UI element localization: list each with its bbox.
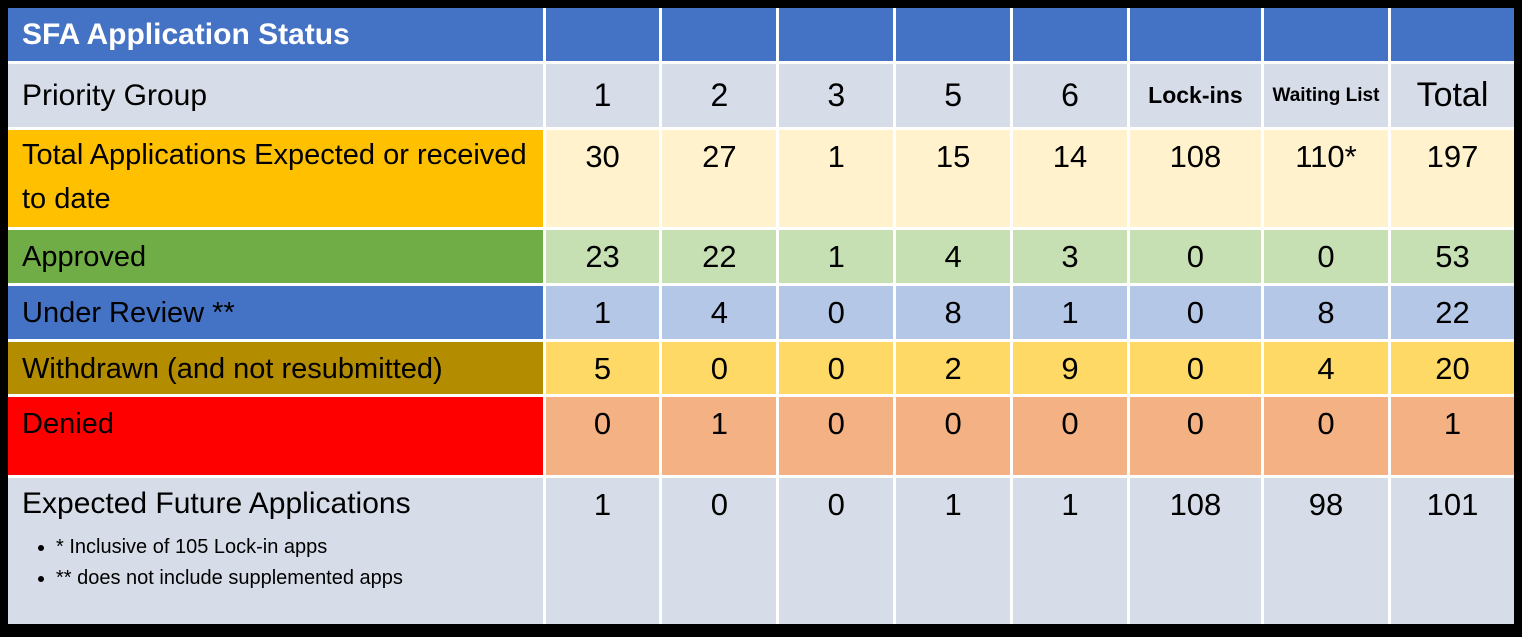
value-cell: 1 — [896, 478, 1011, 624]
value-cell: 5 — [545, 342, 660, 394]
column-header-6: 6 — [1013, 64, 1127, 127]
value-cell: 3 — [1013, 230, 1127, 283]
value-cell: 1 — [545, 286, 660, 339]
value-cell: 0 — [779, 397, 894, 475]
value-cell: 22 — [1391, 286, 1514, 339]
header-spacer-cell — [1391, 8, 1514, 61]
header-spacer-cell — [1013, 8, 1127, 61]
table-title: SFA Application Status — [8, 8, 543, 61]
value-cell: 1 — [1013, 478, 1127, 624]
header-spacer-cell — [545, 8, 660, 61]
expected-future-title: Expected Future Applications — [22, 487, 411, 520]
value-cell: 108 — [1129, 130, 1261, 227]
row-label-withdrawn: Withdrawn (and not resubmitted) — [8, 342, 543, 394]
value-cell: 110* — [1263, 130, 1389, 227]
value-cell: 1 — [1391, 397, 1514, 475]
column-header-2: 2 — [662, 64, 777, 127]
value-cell: 0 — [779, 342, 894, 394]
header-spacer-cell — [662, 8, 777, 61]
value-cell: 4 — [1263, 342, 1389, 394]
row-label-total-applications: Total Applications Expected or received … — [8, 130, 543, 227]
value-cell: 2 — [896, 342, 1011, 394]
value-cell: 23 — [545, 230, 660, 283]
value-cell: 0 — [779, 286, 894, 339]
priority-group-label: Priority Group — [8, 64, 543, 127]
value-cell: 22 — [662, 230, 777, 283]
sfa-application-status-table: SFA Application Status Priority Group 1 … — [8, 8, 1514, 624]
value-cell: 30 — [545, 130, 660, 227]
value-cell: 0 — [662, 342, 777, 394]
value-cell: 15 — [896, 130, 1011, 227]
footnote-list: * Inclusive of 105 Lock-in apps ** does … — [22, 532, 533, 594]
value-cell: 98 — [1263, 478, 1389, 624]
row-label-expected-future: Expected Future Applications * Inclusive… — [8, 478, 543, 624]
value-cell: 1 — [779, 130, 894, 227]
header-spacer-cell — [779, 8, 894, 61]
header-spacer-cell — [1129, 8, 1261, 61]
value-cell: 0 — [662, 478, 777, 624]
value-cell: 0 — [896, 397, 1011, 475]
column-header-lock-ins: Lock-ins — [1129, 64, 1261, 127]
value-cell: 1 — [779, 230, 894, 283]
value-cell: 0 — [1129, 230, 1261, 283]
value-cell: 101 — [1391, 478, 1514, 624]
value-cell: 8 — [1263, 286, 1389, 339]
value-cell: 0 — [779, 478, 894, 624]
value-cell: 108 — [1129, 478, 1261, 624]
value-cell: 20 — [1391, 342, 1514, 394]
value-cell: 0 — [1263, 397, 1389, 475]
column-header-5: 5 — [896, 64, 1011, 127]
value-cell: 4 — [896, 230, 1011, 283]
footnote-supplemented-apps: ** does not include supplemented apps — [56, 563, 533, 594]
value-cell: 0 — [1129, 342, 1261, 394]
row-label-under-review: Under Review ** — [8, 286, 543, 339]
value-cell: 4 — [662, 286, 777, 339]
value-cell: 1 — [545, 478, 660, 624]
header-spacer-cell — [1263, 8, 1389, 61]
value-cell: 0 — [1013, 397, 1127, 475]
value-cell: 8 — [896, 286, 1011, 339]
value-cell: 9 — [1013, 342, 1127, 394]
header-spacer-cell — [896, 8, 1011, 61]
value-cell: 27 — [662, 130, 777, 227]
value-cell: 0 — [1129, 286, 1261, 339]
row-label-approved: Approved — [8, 230, 543, 283]
value-cell: 0 — [1263, 230, 1389, 283]
value-cell: 197 — [1391, 130, 1514, 227]
row-label-denied: Denied — [8, 397, 543, 475]
column-header-1: 1 — [545, 64, 660, 127]
column-header-total: Total — [1391, 64, 1514, 127]
footnote-lock-in-apps: * Inclusive of 105 Lock-in apps — [56, 532, 533, 563]
column-header-3: 3 — [779, 64, 894, 127]
value-cell: 0 — [1129, 397, 1261, 475]
column-header-waiting-list: Waiting List — [1263, 64, 1389, 127]
value-cell: 14 — [1013, 130, 1127, 227]
value-cell: 0 — [545, 397, 660, 475]
value-cell: 1 — [662, 397, 777, 475]
value-cell: 1 — [1013, 286, 1127, 339]
value-cell: 53 — [1391, 230, 1514, 283]
